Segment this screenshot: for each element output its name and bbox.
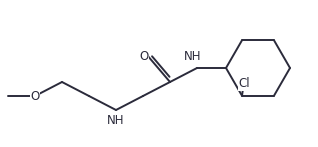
- Text: NH: NH: [184, 51, 202, 64]
- Text: O: O: [31, 90, 40, 102]
- Text: O: O: [139, 50, 149, 62]
- Text: NH: NH: [107, 115, 125, 127]
- Text: Cl: Cl: [238, 77, 250, 90]
